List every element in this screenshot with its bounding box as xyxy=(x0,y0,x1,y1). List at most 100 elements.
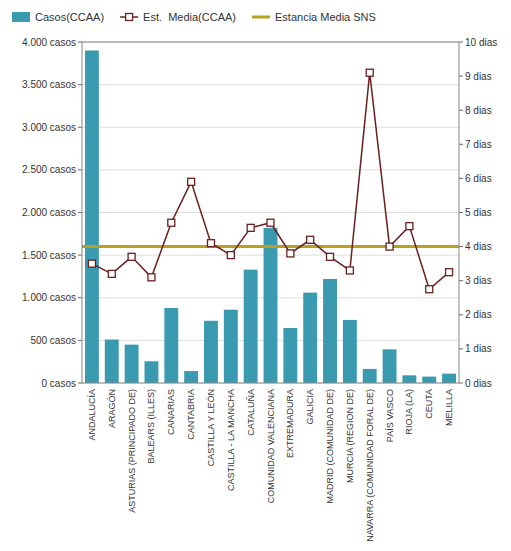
y2-tick xyxy=(459,280,463,281)
x-tick-label: RIOJA (LA) xyxy=(404,389,414,435)
legend-item: Est. Media(CCAA) xyxy=(120,11,236,23)
chart: 0 casos500 casos1.000 casos1.500 casos2.… xyxy=(0,0,511,551)
y2-tick xyxy=(459,76,463,77)
y-tick xyxy=(78,383,82,384)
line-marker xyxy=(386,243,393,250)
plot-area xyxy=(82,51,459,383)
y2-tick-label: 2 dias xyxy=(465,309,492,320)
legend-swatch xyxy=(12,12,30,22)
y2-tick xyxy=(459,348,463,349)
x-tick-label: BALEARS (ILLES) xyxy=(146,389,156,464)
y2-tick xyxy=(459,42,463,43)
axes: 0 casos500 casos1.000 casos1.500 casos2.… xyxy=(22,37,497,542)
bar xyxy=(442,374,456,383)
x-tick-label: CANARIAS xyxy=(166,389,176,435)
reference-line xyxy=(82,245,459,248)
y2-tick-label: 0 dias xyxy=(465,378,492,389)
line-marker xyxy=(267,219,274,226)
line-marker xyxy=(327,253,334,260)
legend-label: Casos(CCAA) xyxy=(35,11,104,23)
x-tick-label: PAÍS VASCO xyxy=(385,389,395,442)
x-tick-label: GALICIA xyxy=(305,389,315,425)
legend-swatch xyxy=(252,16,270,19)
x-tick-label: CASTILLA Y LEÓN xyxy=(206,389,216,466)
y-tick xyxy=(78,255,82,256)
bar xyxy=(145,361,159,383)
y-tick xyxy=(78,42,82,43)
line-marker xyxy=(188,178,195,185)
y-tick-label: 4.000 casos xyxy=(22,37,76,48)
line-marker xyxy=(446,269,453,276)
x-tick-label: MADRID (COMUNIDAD DE) xyxy=(325,389,335,504)
bar xyxy=(244,270,258,383)
bar xyxy=(363,369,377,383)
y2-tick xyxy=(459,144,463,145)
bar xyxy=(204,321,218,383)
y-tick xyxy=(78,340,82,341)
line xyxy=(92,73,449,290)
x-tick-label: CASTILLA - LA MANCHA xyxy=(226,389,236,491)
line-marker xyxy=(307,236,314,243)
line-marker xyxy=(346,267,353,274)
line-marker xyxy=(366,69,373,76)
y-tick xyxy=(78,127,82,128)
bar xyxy=(264,228,278,383)
y2-tick-label: 10 dias xyxy=(465,37,497,48)
legend-swatch xyxy=(126,14,133,21)
bar xyxy=(184,371,198,383)
x-tick-label: CATALUÑA xyxy=(246,389,256,436)
y2-tick xyxy=(459,110,463,111)
x-tick-label: ASTURIAS (PRINCIPADO DE) xyxy=(127,389,137,513)
x-tick-label: CANTABRIA xyxy=(186,389,196,440)
y-tick-label: 500 casos xyxy=(30,335,76,346)
y-tick-label: 1.500 casos xyxy=(22,250,76,261)
bar xyxy=(224,310,238,383)
bar xyxy=(164,308,178,383)
line-marker xyxy=(247,224,254,231)
grid-line xyxy=(82,212,459,213)
bar xyxy=(343,320,357,383)
bar xyxy=(85,51,99,383)
line-marker xyxy=(108,270,115,277)
y-tick xyxy=(78,212,82,213)
y-tick-label: 2.500 casos xyxy=(22,164,76,175)
y2-tick-label: 9 dias xyxy=(465,71,492,82)
line-marker xyxy=(88,260,95,267)
legend-item: Casos(CCAA) xyxy=(12,11,104,23)
line-marker xyxy=(168,219,175,226)
line-marker xyxy=(287,250,294,257)
line-marker xyxy=(227,252,234,259)
x-tick-label: MURCIA (REGION DE) xyxy=(345,389,355,483)
legend-label: Est. Media(CCAA) xyxy=(143,11,236,23)
x-tick-label: EXTREMADURA xyxy=(285,389,295,458)
grid-line xyxy=(82,169,459,170)
y2-tick xyxy=(459,383,463,384)
bar xyxy=(402,375,416,383)
x-tick-label: ANDALUCÍA xyxy=(87,389,97,441)
bar xyxy=(383,349,397,383)
y-tick-label: 0 casos xyxy=(42,378,76,389)
line-marker xyxy=(426,286,433,293)
x-tick-label: CEUTA xyxy=(424,389,434,419)
x-tick-label: NAVARRA (COMUNIDAD FORAL DE) xyxy=(365,389,375,542)
y2-tick xyxy=(459,212,463,213)
line-marker xyxy=(406,223,413,230)
y2-tick-label: 8 dias xyxy=(465,105,492,116)
y2-tick-label: 6 dias xyxy=(465,173,492,184)
bar xyxy=(422,377,436,383)
y-tick xyxy=(78,297,82,298)
y2-tick-label: 4 dias xyxy=(465,241,492,252)
y-tick-label: 2.000 casos xyxy=(22,207,76,218)
x-tick-label: COMUNIDAD VALENCIANA xyxy=(266,389,276,503)
y2-tick xyxy=(459,246,463,247)
bar xyxy=(125,345,139,383)
bar xyxy=(323,279,337,383)
y-tick xyxy=(78,169,82,170)
line-marker xyxy=(207,240,214,247)
y2-tick-label: 5 dias xyxy=(465,207,492,218)
y-tick-label: 3.500 casos xyxy=(22,79,76,90)
legend: Casos(CCAA) Est. Media(CCAA) Estancia Medi… xyxy=(12,11,376,23)
legend-label: Estancia Media SNS xyxy=(275,11,376,23)
plot-frame xyxy=(82,42,459,383)
y2-tick-label: 3 dias xyxy=(465,275,492,286)
